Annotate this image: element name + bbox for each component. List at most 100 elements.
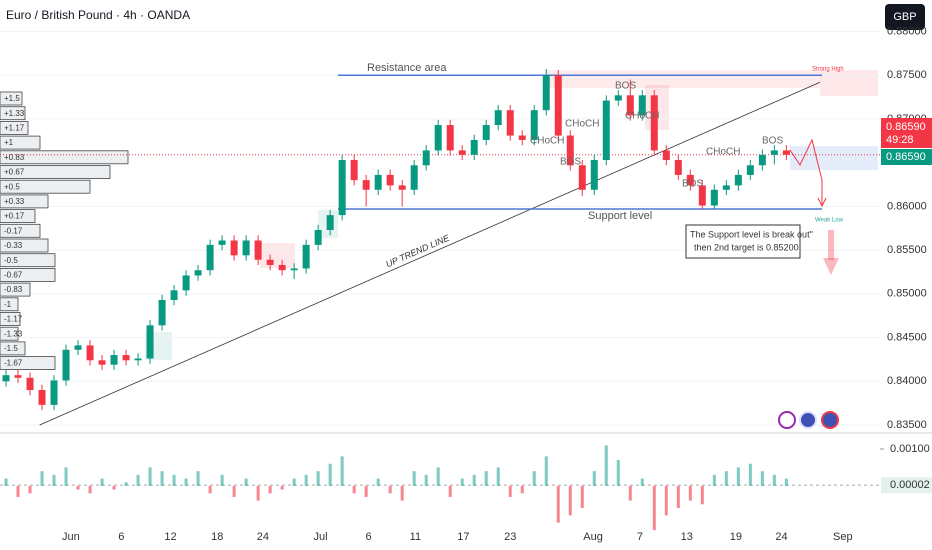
price-box (881, 149, 932, 165)
x-tick-label: 23 (504, 531, 516, 543)
profile-bar (0, 341, 26, 356)
profile-label: +1.17 (4, 124, 25, 133)
candle-body (758, 154, 766, 166)
x-tick-label: 19 (730, 531, 742, 543)
histogram-bar (148, 467, 152, 486)
profile-bar (0, 194, 49, 209)
histogram-bar (400, 485, 404, 501)
candle-body (74, 345, 82, 350)
candle-body (254, 240, 262, 260)
currency-button[interactable] (885, 4, 925, 30)
level-label: Resistance area (367, 62, 447, 74)
profile-bar (0, 179, 91, 194)
candle-body (50, 380, 58, 405)
target-zone (790, 146, 878, 170)
histogram-bar (244, 478, 248, 486)
candle-body (410, 165, 418, 190)
histogram-bar (352, 485, 356, 494)
histogram-bar (760, 471, 764, 486)
order-block (260, 243, 295, 268)
candle-body (218, 240, 226, 245)
x-tick-label: Jun (62, 531, 80, 543)
level-label: Support level (588, 210, 652, 222)
histogram-bar (652, 485, 656, 531)
histogram-bar (484, 471, 488, 486)
candle-body (746, 165, 754, 175)
x-tick-label: Sep (833, 531, 853, 543)
candle-body (506, 110, 514, 136)
histogram-bar (412, 471, 416, 486)
profile-label: +1.33 (4, 109, 25, 118)
histogram-bar (88, 485, 92, 494)
histogram-bar (232, 485, 236, 497)
candle-body (698, 185, 706, 206)
candle-body (434, 125, 442, 151)
profile-label: +1 (4, 138, 14, 147)
candle-body (266, 259, 274, 265)
histogram-bar (100, 478, 104, 486)
histogram-bar (628, 485, 632, 501)
histogram-bar (52, 474, 56, 486)
chart-title: Euro / British Pound · 4h · OANDA (6, 8, 190, 22)
icon[interactable] (799, 411, 817, 429)
annotation: BOS (560, 157, 581, 168)
candle-body (554, 75, 562, 136)
profile-bar (0, 356, 56, 371)
histogram-bar (340, 456, 344, 486)
last-price-label: 0.86590 (886, 121, 926, 133)
annotation: CHoCH (565, 119, 599, 130)
resistance-zone (545, 70, 820, 88)
profile-bar (0, 209, 36, 224)
profile-bar (0, 165, 111, 179)
histogram-bar (76, 485, 80, 490)
histogram-bar (544, 456, 548, 486)
histogram-bar (4, 478, 8, 486)
candle-body (602, 100, 610, 161)
candle-body (362, 180, 370, 190)
candle-body (374, 174, 382, 190)
histogram-bar (160, 471, 164, 486)
histogram-bar (676, 485, 680, 509)
annotation: Strong High (812, 67, 844, 73)
candle-body (26, 377, 34, 391)
histogram-bar (64, 467, 68, 486)
histogram-bar (772, 474, 776, 486)
annotation: CHoCH (530, 136, 564, 147)
currency-label[interactable]: GBP (893, 11, 916, 23)
icon[interactable] (778, 411, 796, 429)
histogram-bar (592, 471, 596, 486)
histogram-bar (532, 471, 536, 486)
candle-body (482, 125, 490, 140)
profile-label: -1.67 (4, 359, 23, 368)
candle-body (590, 160, 598, 190)
candle-body (686, 174, 694, 186)
y-tick-label: 0.87500 (887, 69, 927, 81)
histogram-bar (388, 485, 392, 494)
histogram-bar (268, 485, 272, 494)
candle-body (242, 240, 250, 256)
candle-body (62, 349, 70, 381)
candle-body (530, 110, 538, 140)
histogram-bar (712, 474, 716, 486)
icon[interactable] (821, 411, 839, 429)
profile-bar (0, 312, 21, 326)
target-arrow (828, 230, 834, 260)
candle-body (650, 95, 658, 151)
y-tick-label: 0.86000 (887, 200, 927, 212)
x-tick-label: 12 (164, 531, 176, 543)
y-tick-label: 0.88000 (887, 25, 927, 37)
candle-body (182, 275, 190, 291)
candle-body (230, 240, 238, 256)
histogram-bar (496, 467, 500, 486)
candle-body (86, 345, 94, 361)
target-arrow-head (823, 258, 839, 275)
candle-body (194, 270, 202, 276)
countdown-label: 49:28 (886, 134, 914, 146)
x-tick-label: 7 (637, 531, 643, 543)
x-tick-label: 17 (457, 531, 469, 543)
note-line: The Support level is break out" (690, 229, 813, 239)
annotation: BOS (682, 179, 703, 190)
trend-line (39, 81, 821, 426)
candle-body (422, 150, 430, 166)
